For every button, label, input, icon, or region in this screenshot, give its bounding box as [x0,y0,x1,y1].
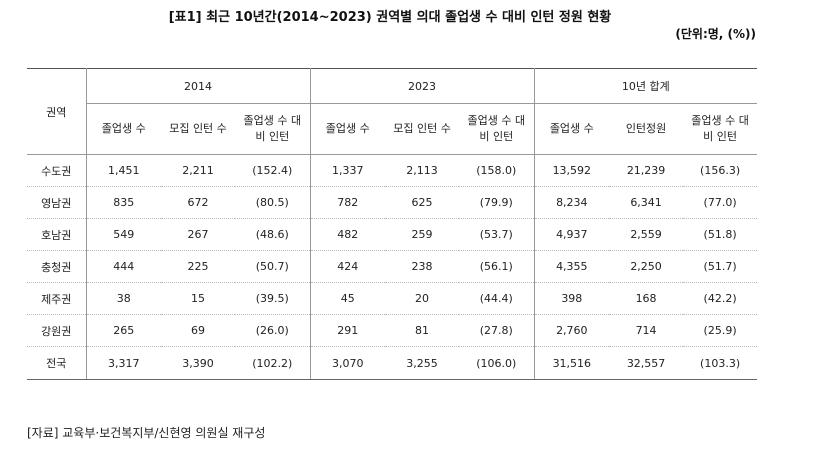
table-cell: 2,211 [161,154,235,187]
column-header: 모집 인턴 수 [385,103,460,155]
table-cell: 625 [385,186,460,219]
table-cell: 15 [161,282,235,315]
table-cell: 32,557 [609,346,684,380]
table-cell: (25.9) [683,314,758,347]
table-cell: 714 [609,314,684,347]
region-cell: 제주권 [27,282,87,315]
table-row: 충청권 444 225 (50.7) 424 238 (56.1) 4,355 2,250 (51… [27,250,758,283]
table-cell: (156.3) [683,154,758,187]
unit-label: (단위:명, (%)) [675,27,756,41]
table-cell: 4,937 [534,218,610,251]
table-cell: 3,317 [86,346,161,380]
table-cell: (53.7) [459,218,535,251]
table-cell: 2,113 [385,154,460,187]
table-row: 강원권 265 69 (26.0) 291 81 (27.8) 2,760 714 (25.9) [27,314,758,347]
region-header: 권역 [27,68,87,155]
table-row: 제주권 38 15 (39.5) 45 20 (44.4) 398 168 (42.2) [27,282,758,315]
table-cell: (79.9) [459,186,535,219]
table-cell: (77.0) [683,186,758,219]
table-cell: 81 [385,314,460,347]
table-cell: 20 [385,282,460,315]
table-cell: 2,760 [534,314,610,347]
table-cell: 3,390 [161,346,235,380]
table-cell: (102.2) [235,346,311,380]
table-cell: (80.5) [235,186,311,219]
table-cell: (50.7) [235,250,311,283]
table-cell: (51.7) [683,250,758,283]
table-cell: 6,341 [609,186,684,219]
table-cell: (42.2) [683,282,758,315]
table-cell: 482 [310,218,386,251]
table-cell: 225 [161,250,235,283]
column-header: 졸업생 수 대 비 인턴 [459,103,535,155]
table-cell: (48.6) [235,218,311,251]
table-cell: (152.4) [235,154,311,187]
table-cell: (51.8) [683,218,758,251]
table-row: 수도권 1,451 2,211 (152.4) 1,337 2,113 (158.0) 13,… [27,154,758,187]
data-table: 권역 2014 2023 10년 합계 졸업생 수 모집 인턴 수 졸업생 수 대 … [27,68,758,380]
region-cell: 수도권 [27,154,87,187]
region-cell: 전국 [27,346,87,380]
column-header: 졸업생 수 [310,103,386,155]
table-cell: 45 [310,282,386,315]
region-cell: 강원권 [27,314,87,347]
table-cell: 1,337 [310,154,386,187]
table-cell: 549 [86,218,161,251]
table-cell: 259 [385,218,460,251]
table-cell: (103.3) [683,346,758,380]
table-cell: 444 [86,250,161,283]
column-header: 졸업생 수 [86,103,161,155]
table-row: 영남권 835 672 (80.5) 782 625 (79.9) 8,234 6,341 (77… [27,186,758,219]
column-header: 졸업생 수 [534,103,610,155]
table-cell: (158.0) [459,154,535,187]
region-cell: 호남권 [27,218,87,251]
table-cell: 168 [609,282,684,315]
table-cell: 2,559 [609,218,684,251]
column-header: 졸업생 수 대 비 인턴 [235,103,311,155]
group-header: 2023 [310,68,535,104]
table-cell: 13,592 [534,154,610,187]
column-header: 졸업생 수 대 비 인턴 [683,103,758,155]
table-cell: 4,355 [534,250,610,283]
table-cell: (106.0) [459,346,535,380]
table-cell: 835 [86,186,161,219]
source-note: [자료] 교육부·보건복지부/신현영 의원실 재구성 [27,426,266,440]
group-header: 2014 [86,68,311,104]
table-row: 전국 3,317 3,390 (102.2) 3,070 3,255 (106.0) 31,5… [27,346,758,380]
table-cell: (26.0) [235,314,311,347]
table-cell: 69 [161,314,235,347]
table-cell: 31,516 [534,346,610,380]
table-cell: (44.4) [459,282,535,315]
table-cell: 3,255 [385,346,460,380]
table-cell: 238 [385,250,460,283]
table-cell: 265 [86,314,161,347]
table-cell: 291 [310,314,386,347]
table-cell: 1,451 [86,154,161,187]
table-cell: 8,234 [534,186,610,219]
column-header: 모집 인턴 수 [161,103,235,155]
table-cell: 398 [534,282,610,315]
table-cell: 21,239 [609,154,684,187]
table-cell: 782 [310,186,386,219]
table-cell: 424 [310,250,386,283]
table-cell: 267 [161,218,235,251]
table-row: 호남권 549 267 (48.6) 482 259 (53.7) 4,937 2,559 (51… [27,218,758,251]
region-cell: 영남권 [27,186,87,219]
table-title: [표1] 최근 10년간(2014~2023) 권역별 의대 졸업생 수 대비 … [168,10,612,25]
table-cell: (56.1) [459,250,535,283]
table-cell: (27.8) [459,314,535,347]
table-cell: 2,250 [609,250,684,283]
table-cell: 38 [86,282,161,315]
column-header: 인턴정원 [609,103,684,155]
table-cell: 3,070 [310,346,386,380]
region-cell: 충청권 [27,250,87,283]
group-header: 10년 합계 [534,68,758,104]
table-cell: 672 [161,186,235,219]
table-cell: (39.5) [235,282,311,315]
